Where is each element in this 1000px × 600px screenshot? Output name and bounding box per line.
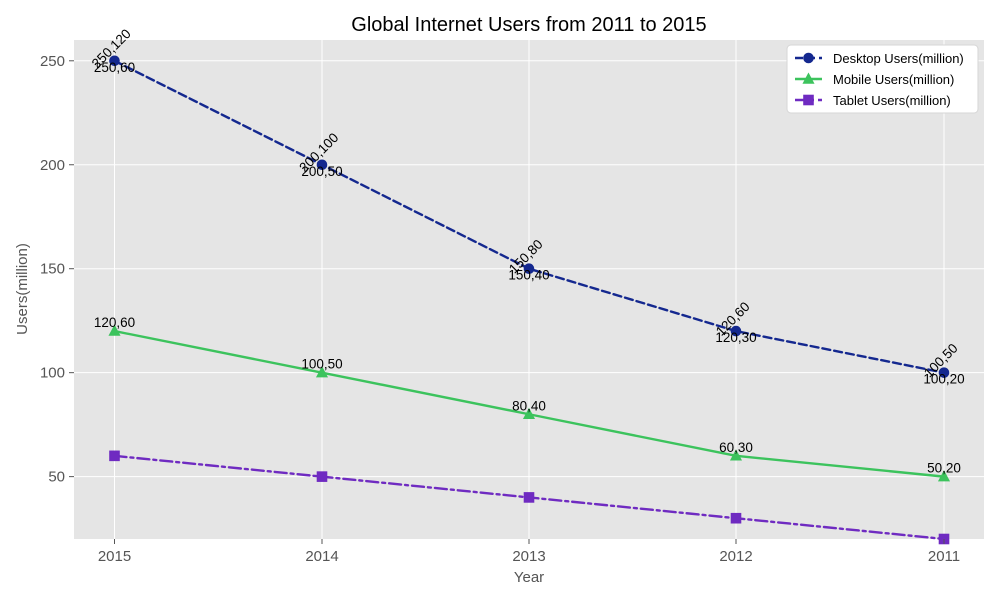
mobile-tablet-data-label-2014: 100,50 [301,357,342,372]
x-tick-label-2012: 2012 [719,548,752,565]
x-tick-label-2013: 2013 [512,548,545,565]
mobile-users-million-point-2012 [729,449,743,461]
mobile-tablet-data-label-2013: 80,40 [512,398,546,413]
y-tick-label-150: 150 [40,261,65,278]
desktop-tablet-data-label-2012: 120,30 [715,330,756,345]
legend-item-tablet-users-million: Tablet Users(million) [795,93,951,108]
x-tick-label-2014: 2014 [305,548,338,565]
desktop-users-million-point-2011 [938,367,950,378]
desktop-users-million-point-2014 [316,159,328,171]
x-axis-label: Year [514,569,544,586]
tablet-users-million-point-2015 [109,450,120,462]
mobile-tablet-data-label-2011: 50,20 [927,461,961,476]
y-axis-ticks: 50 100 150 200 250 [40,53,74,486]
mobile-users-million-point-2014 [315,366,329,378]
x-tick-label-2015: 2015 [98,548,131,565]
mobile-users-million-legend-marker [802,72,815,84]
legend-box [786,44,979,114]
x-tick-label-2011: 2011 [928,548,960,565]
desktop-tablet-data-label-2013: 150,40 [508,268,549,283]
chart-title: Global Internet Users from 2011 to 2015 [351,14,706,36]
tablet-users-million-legend-marker [803,94,814,106]
mobile-users-million-point-2013 [522,407,536,419]
legend: Desktop Users(million) Mobile Users(milli… [786,44,979,114]
desktop-users-million-point-2012 [730,325,742,337]
tablet-users-million-point-2014 [316,471,328,482]
mobile-users-million-point-2011 [937,470,951,482]
legend-item-mobile-users-million: Mobile Users(million) [795,72,954,87]
mobile-users-million-legend-label: Mobile Users(million) [833,72,954,87]
desktop-tablet-data-label-2015: 250,60 [94,60,135,75]
desktop-users-million-legend-marker [803,52,814,64]
legend-items: Desktop Users(million) Mobile Users(milli… [795,51,964,108]
tablet-users-million-point-2012 [730,512,742,524]
y-tick-label-250: 250 [40,53,65,70]
desktop-tablet-data-label-2014: 200,50 [301,164,342,179]
y-tick-label-50: 50 [48,469,65,486]
mobile-tablet-data-label-2015: 120,60 [94,315,135,330]
y-tick-label-200: 200 [40,157,65,174]
desktop-tablet-data-label-2011: 100,20 [923,372,964,387]
mobile-users-million-point-2015 [108,324,121,336]
tablet-users-million-point-2013 [523,492,535,503]
desktop-users-million-point-2015 [109,55,120,67]
desktop-users-million-point-2013 [523,263,535,275]
x-axis-ticks: 2015 2014 2013 2012 2011 [98,539,960,565]
legend-item-desktop-users-million: Desktop Users(million) [795,51,964,66]
desktop-users-million-legend-label: Desktop Users(million) [833,51,964,66]
y-tick-label-100: 100 [40,365,65,382]
mobile-tablet-data-label-2012: 60,30 [719,440,753,455]
tablet-users-million-legend-label: Tablet Users(million) [833,93,951,108]
y-axis-label: Users(million) [14,243,31,335]
